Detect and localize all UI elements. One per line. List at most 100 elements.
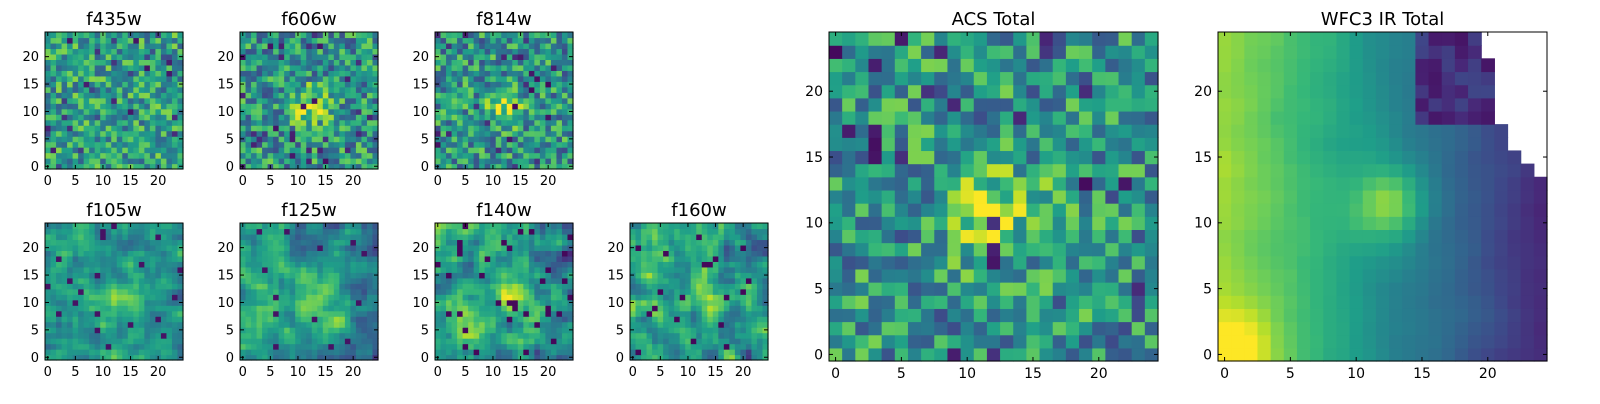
heatmap-cell (279, 147, 285, 153)
heatmap-cell (1092, 243, 1106, 257)
heatmap-cell (485, 278, 491, 284)
heatmap-cell (718, 272, 724, 278)
heatmap-cell (306, 349, 312, 355)
heatmap-cell (556, 327, 562, 333)
heatmap-cell (463, 48, 469, 54)
heatmap-cell (240, 120, 246, 126)
heatmap-cell (882, 256, 896, 270)
heatmap-cell (457, 59, 463, 65)
heatmap-cell (746, 316, 752, 322)
heatmap-cell (713, 311, 719, 317)
heatmap-cell (100, 239, 106, 245)
heatmap-cell (133, 234, 139, 240)
heatmap-cell (647, 289, 653, 295)
heatmap-cell (111, 98, 117, 104)
heatmap-cell (246, 349, 252, 355)
heatmap-cell (1092, 177, 1106, 191)
heatmap-cell (56, 147, 62, 153)
heatmap-cell (89, 92, 95, 98)
heatmap-cell (658, 349, 664, 355)
heatmap-cell (144, 239, 150, 245)
heatmap-cell (334, 289, 340, 295)
heatmap-cell (150, 228, 156, 234)
heatmap-cell (713, 228, 719, 234)
heatmap-cell (279, 344, 285, 350)
heatmap-cell (312, 81, 318, 87)
heatmap-cell (166, 250, 172, 256)
heatmap-cell (262, 54, 268, 60)
heatmap-cell (106, 37, 112, 43)
heatmap-cell (45, 278, 51, 284)
heatmap-cell (1079, 177, 1093, 191)
heatmap-cell (323, 250, 329, 256)
heatmap-cell (339, 267, 345, 273)
heatmap-cell (317, 223, 323, 229)
heatmap-cell (987, 216, 1001, 230)
heatmap-cell (161, 76, 167, 82)
heatmap-cell (367, 245, 373, 251)
heatmap-cell (139, 228, 145, 234)
heatmap-cell (718, 228, 724, 234)
heatmap-cell (295, 239, 301, 245)
heatmap-cell (350, 114, 356, 120)
heatmap-cell (150, 267, 156, 273)
heatmap-cell (545, 283, 551, 289)
heatmap-cell (290, 142, 296, 148)
heatmap-cell (529, 37, 535, 43)
heatmap-cell (128, 239, 134, 245)
heatmap-cell (680, 283, 686, 289)
heatmap-cell (284, 76, 290, 82)
heatmap-cell (534, 76, 540, 82)
heatmap-cell (262, 322, 268, 328)
heatmap-cell (641, 311, 647, 317)
heatmap-cell (150, 81, 156, 87)
heatmap-cell (67, 120, 73, 126)
heatmap-cell (556, 245, 562, 251)
heatmap-cell (323, 245, 329, 251)
heatmap-cell (435, 261, 441, 267)
heatmap-cell (518, 300, 524, 306)
heatmap-cell (702, 250, 708, 256)
heatmap-cell (463, 333, 469, 339)
heatmap-cell (842, 150, 856, 164)
heatmap-cell (757, 333, 763, 339)
heatmap-cell (540, 98, 546, 104)
heatmap-cell (139, 322, 145, 328)
heatmap-cell (262, 261, 268, 267)
heatmap-cell (133, 48, 139, 54)
heatmap-cell (987, 190, 1001, 204)
heatmap-cell (78, 267, 84, 273)
heatmap-cell (1132, 229, 1146, 243)
heatmap-cell (172, 65, 178, 71)
heatmap-cell (150, 239, 156, 245)
heatmap-cell (751, 245, 757, 251)
heatmap-cell (1040, 308, 1054, 322)
heatmap-cell (56, 65, 62, 71)
heatmap-cell (630, 322, 636, 328)
heatmap-cell (350, 59, 356, 65)
heatmap-cell (490, 92, 496, 98)
heatmap-cell (556, 316, 562, 322)
x-tick-label: 20 (540, 174, 557, 189)
heatmap-cell (479, 316, 485, 322)
heatmap-cell (452, 37, 458, 43)
heatmap-cell (751, 305, 757, 311)
heatmap-cell (523, 48, 529, 54)
heatmap-cell (133, 70, 139, 76)
heatmap-cell (674, 283, 680, 289)
heatmap-cell (122, 125, 128, 131)
heatmap-cell (323, 131, 329, 137)
heatmap-cell (100, 228, 106, 234)
heatmap-cell (691, 349, 697, 355)
heatmap-cell (457, 98, 463, 104)
heatmap-cell (868, 335, 882, 349)
heatmap-cell (562, 76, 568, 82)
heatmap-cell (490, 114, 496, 120)
heatmap-cell (435, 322, 441, 328)
heatmap-cell (155, 109, 161, 115)
heatmap-cell (240, 65, 246, 71)
heatmap-cell (463, 153, 469, 159)
heatmap-cell (529, 98, 535, 104)
heatmap-cell (122, 316, 128, 322)
heatmap-cell (133, 278, 139, 284)
